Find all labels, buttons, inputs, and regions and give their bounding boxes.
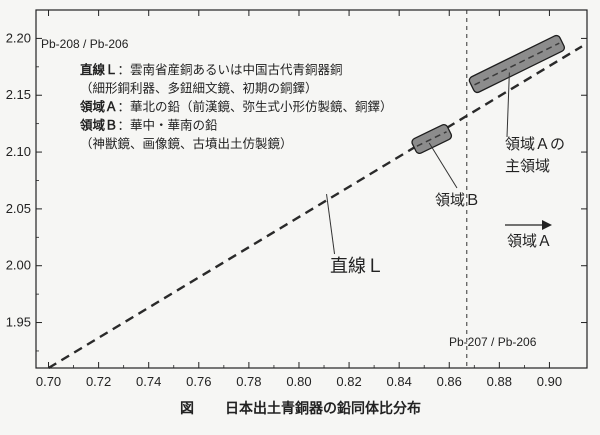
x-tick-label: 0.72 [86,374,111,389]
x-tick-label: 0.74 [136,374,161,389]
legend-note-text: ：雲南省産銅あるいは中国古代青銅器銅 [118,62,343,77]
arrow-region-a-label: 領域Ａ [507,232,552,250]
y-axis: 1.95 2.00 2.05 2.10 2.15 2.20 [6,30,587,352]
region-a-shape [468,34,566,94]
y-tick-label: 2.20 [6,30,31,45]
x-tick-label: 0.78 [236,374,261,389]
legend-note-line: （細形銅利器、多鈕細文鏡、初期の銅鐸） [80,81,318,96]
x-tick-label: 0.84 [387,374,412,389]
region-a-main-label-1: 領域Ａの [505,135,565,153]
x-tick-label: 0.76 [186,374,211,389]
x-tick-label: 0.70 [36,374,61,389]
x-axis: 0.70 0.72 0.74 0.76 0.78 0.80 0.82 0.84 0.86 0.88… [36,10,562,389]
region-b-shape [411,123,453,155]
legend-notes: 直線Ｌ：雲南省産銅あるいは中国古代青銅器銅 （細形銅利器、多鈕細文鏡、初期の銅鐸）… [79,62,393,151]
legend-note-key: 領域Ａ [79,99,118,114]
figure-title: 日本出土青銅器の鉛同体比分布 [225,401,421,417]
legend-note-line: （神獣鏡、画像鏡、古墳出土仿製鏡） [80,136,293,151]
legend-note-text: ：華中・華南の鉛 [118,118,219,133]
figure-label: 図 [180,401,194,417]
y-tick-label: 2.10 [6,144,31,159]
x-tick-label: 0.90 [537,374,562,389]
y-tick-label: 1.95 [6,315,31,330]
region-a-main-label-2: 主領域 [505,157,550,175]
x-tick-label: 0.86 [437,374,462,389]
legend-note-line: 領域Ｂ：華中・華南の鉛 [79,118,218,133]
x-tick-label: 0.88 [487,374,512,389]
x-axis-label: Pb-207 / Pb-206 [449,335,537,349]
region-a-pointer [506,72,510,138]
x-tick-label: 0.82 [336,374,361,389]
lead-isotope-chart: 0.70 0.72 0.74 0.76 0.78 0.80 0.82 0.84 0.86 0.88… [6,9,588,389]
plot-border [35,9,588,369]
region-b-pointer [428,142,458,189]
plot-frame [35,9,588,369]
chart-marks [47,10,583,370]
legend-note-text: （細形銅利器、多鈕細文鏡、初期の銅鐸） [80,81,318,96]
legend-note-line: 直線Ｌ：雲南省産銅あるいは中国古代青銅器銅 [80,62,343,77]
y-tick-label: 2.00 [6,258,31,273]
line-l-label: 直線Ｌ [330,256,384,277]
y-tick-label: 2.05 [6,201,31,216]
region-b-label: 領域Ｂ [435,191,480,209]
region-a [468,34,566,94]
legend-note-text: ：華北の鉛（前漢鏡、弥生式小形仿製鏡、銅鐸） [118,99,393,114]
legend-note-line: 領域Ａ：華北の鉛（前漢鏡、弥生式小形仿製鏡、銅鐸） [79,99,393,114]
arrow-head [542,220,552,230]
region-b [411,123,453,155]
y-axis-label: Pb-208 / Pb-206 [41,37,129,51]
region-b-centerline [416,131,447,147]
x-tick-label: 0.80 [286,374,311,389]
region-a-centerline [474,42,560,86]
legend-note-key: 領域Ｂ [79,118,118,133]
y-tick-label: 2.15 [6,87,31,102]
line-l-pointer [326,194,336,255]
legend-note-key: 直線Ｌ [80,62,118,77]
legend-note-text: （神獣鏡、画像鏡、古墳出土仿製鏡） [80,136,293,151]
